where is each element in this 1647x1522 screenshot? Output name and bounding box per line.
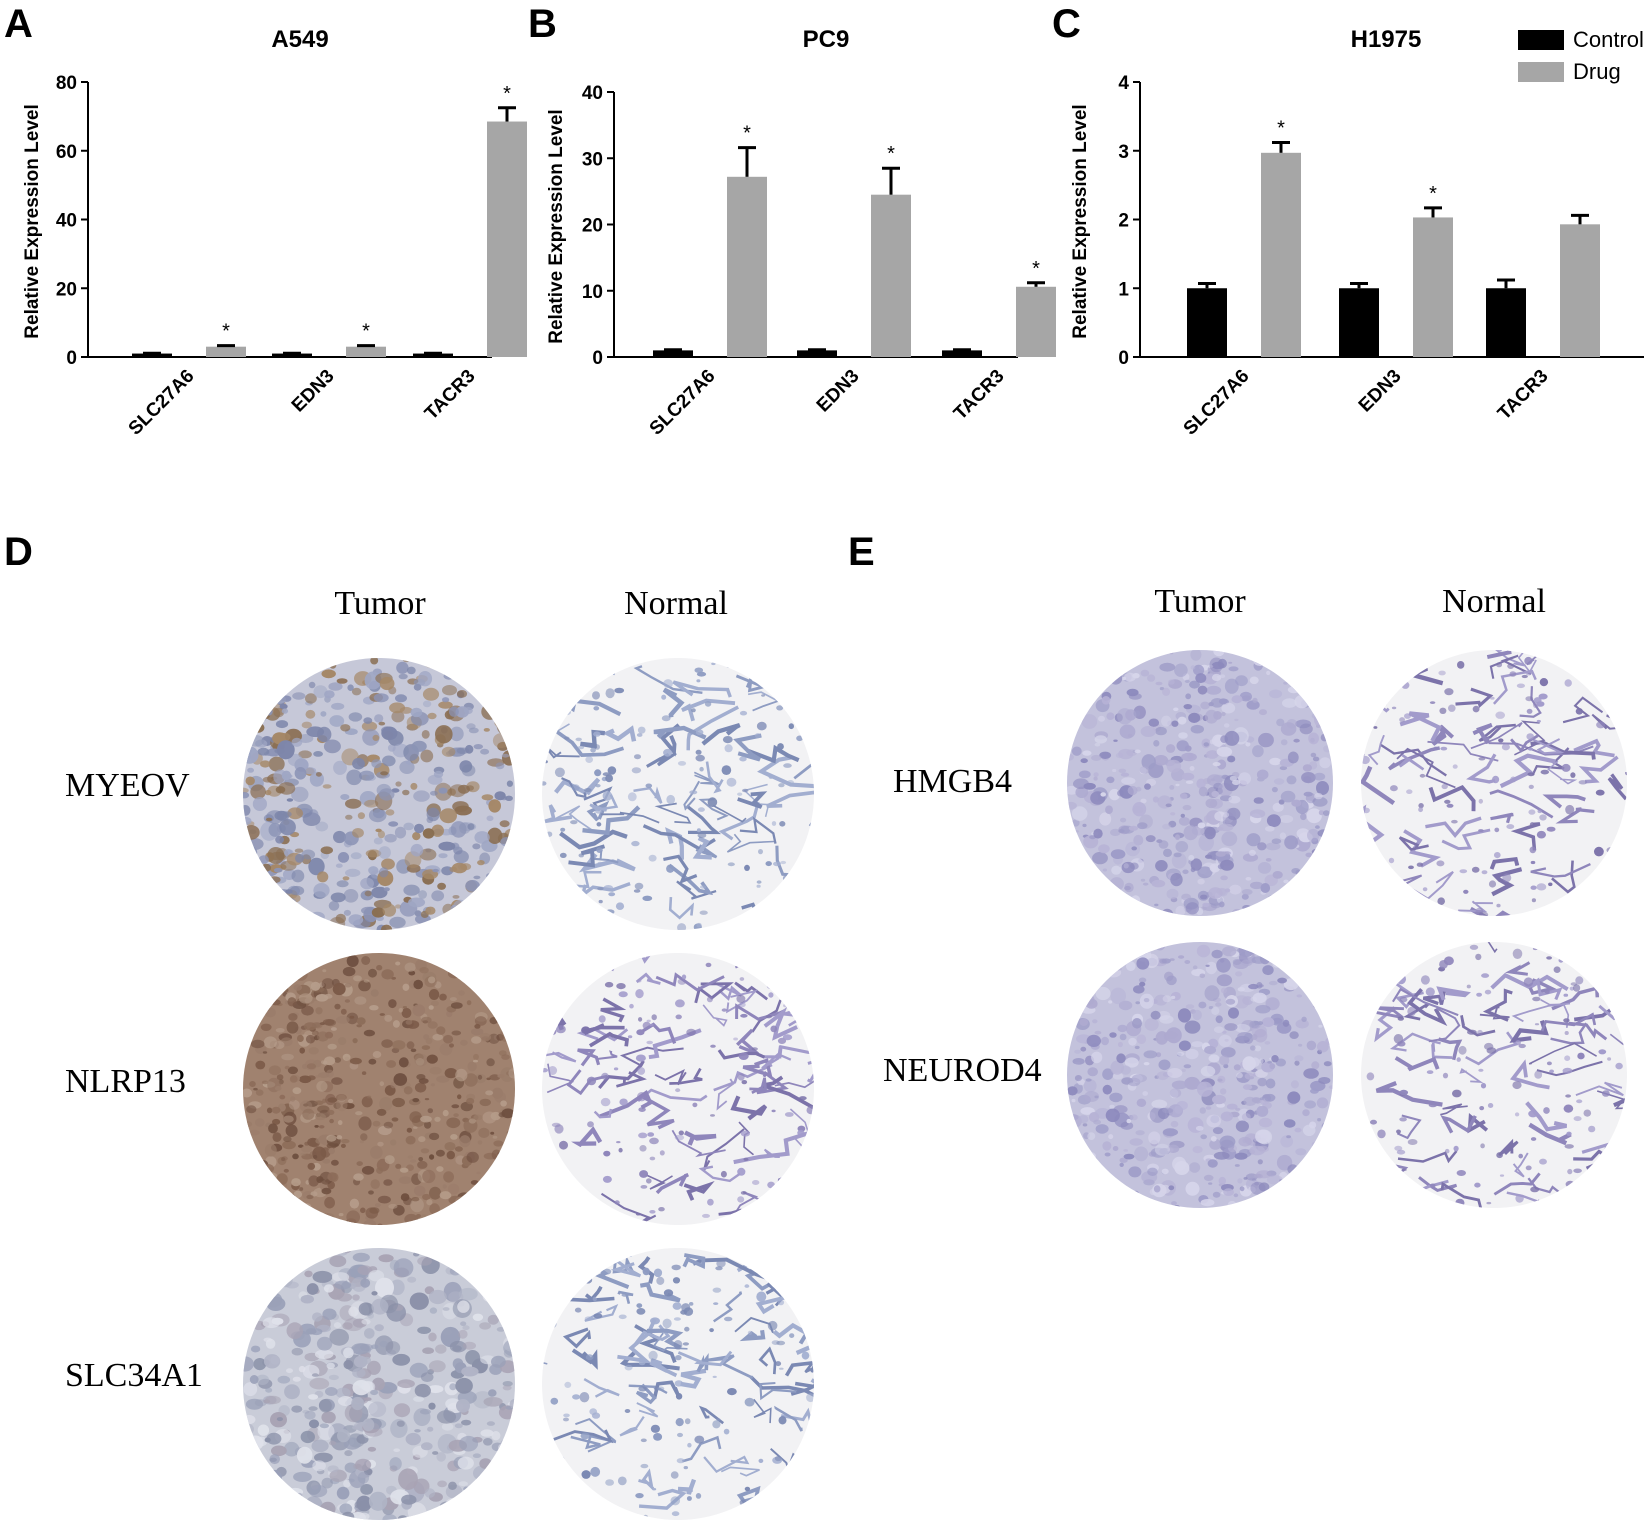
panel-letter-a: A	[4, 2, 33, 46]
chart-b-x-tick-label: TACR3	[950, 366, 1009, 425]
chart-b-significance-tacr3: *	[1032, 258, 1040, 280]
chart-c-title: H1975	[1351, 26, 1422, 53]
chart-a-bar-drug-edn3	[346, 346, 386, 357]
e-col-header-normal: Normal	[1442, 583, 1546, 620]
chart-b-bar-drug-edn3	[871, 194, 911, 357]
panel-letter-e: E	[848, 530, 875, 574]
chart-b-y-tick-label: 0	[592, 348, 603, 369]
chart-b-x-tick-label: SLC27A6	[646, 366, 720, 440]
chart-c-bar-control-edn3	[1339, 288, 1379, 357]
chart-a-title: A549	[271, 26, 328, 53]
tissue-texture	[1067, 942, 1333, 1208]
chart-b-y-tick-label: 10	[582, 282, 603, 303]
chart-c-x-tick-label: SLC27A6	[1180, 366, 1254, 440]
gene-label-nlrp13: NLRP13	[65, 1063, 186, 1100]
ihc-image-hmgb4-tumor	[1067, 650, 1333, 916]
tissue-texture	[243, 658, 515, 930]
chart-a-y-label: Relative Expression Level	[22, 104, 43, 338]
chart-c-bar-control-tacr3	[1486, 288, 1526, 357]
e-col-header-tumor: Tumor	[1154, 583, 1246, 620]
chart-b-y-label: Relative Expression Level	[546, 109, 567, 343]
chart-b-bar-control-slc27a6	[653, 350, 693, 357]
gene-label-neurod4: NEUROD4	[883, 1052, 1042, 1089]
chart-c-y-tick-label: 4	[1118, 73, 1129, 94]
chart-b-bar-drug-slc27a6	[727, 176, 767, 357]
gene-label-myeov: MYEOV	[65, 767, 190, 804]
chart-c-bar-drug-slc27a6	[1261, 152, 1301, 357]
chart-b-title: PC9	[803, 26, 850, 53]
chart-a-significance-tacr3: *	[503, 83, 511, 105]
legend-swatch-control	[1518, 30, 1564, 50]
tissue-texture	[243, 953, 515, 1225]
chart-a-bar-drug-slc27a6	[206, 346, 246, 357]
d-col-header-normal: Normal	[624, 585, 728, 622]
ihc-image-neurod4-tumor	[1067, 942, 1333, 1208]
chart-c-significance-edn3: *	[1429, 183, 1437, 205]
tissue-texture	[542, 1248, 814, 1520]
tissue-texture	[1361, 650, 1627, 916]
ihc-image-slc34a1-normal	[542, 1248, 814, 1520]
chart-b-significance-slc27a6: *	[743, 123, 751, 145]
chart-b-y-tick-label: 30	[582, 149, 603, 170]
chart-a-y-tick-label: 40	[56, 211, 77, 232]
chart-a-y-tick-label: 60	[56, 142, 77, 163]
gene-label-slc34a1: SLC34A1	[65, 1357, 203, 1394]
gene-label-hmgb4: HMGB4	[893, 763, 1013, 800]
tissue-texture	[243, 1248, 515, 1520]
legend-swatch-drug	[1518, 62, 1564, 82]
chart-c-y-label: Relative Expression Level	[1070, 104, 1091, 338]
chart-a-x-tick-label: EDN3	[288, 366, 339, 417]
legend-label-drug: Drug	[1573, 59, 1621, 84]
tissue-texture	[542, 658, 814, 930]
chart-c-y-tick-label: 2	[1118, 211, 1129, 232]
chart-c-bar-control-slc27a6	[1187, 288, 1227, 357]
chart-c-bar-drug-tacr3	[1560, 224, 1600, 357]
chart-c-bar-drug-edn3	[1413, 217, 1453, 357]
panel-letter-d: D	[4, 530, 33, 574]
chart-a-bar-control-tacr3	[413, 353, 453, 357]
chart-a-bar-control-slc27a6	[132, 353, 172, 357]
chart-a-y-tick-label: 0	[66, 348, 77, 369]
panel-letter-c: C	[1052, 2, 1081, 46]
chart-a-x-tick-label: SLC27A6	[125, 366, 199, 440]
tissue-texture	[1361, 942, 1627, 1208]
chart-b-bar-control-edn3	[797, 350, 837, 357]
chart-a-significance-edn3: *	[362, 321, 370, 343]
chart-b-bar-control-tacr3	[942, 350, 982, 357]
chart-a-y-tick-label: 20	[56, 279, 77, 300]
ihc-image-neurod4-normal	[1361, 942, 1627, 1208]
chart-b-y-tick-label: 20	[582, 216, 603, 237]
chart-a-significance-slc27a6: *	[222, 321, 230, 343]
chart-b-significance-edn3: *	[887, 143, 895, 165]
ihc-image-nlrp13-tumor	[243, 953, 515, 1225]
chart-c-significance-slc27a6: *	[1277, 118, 1285, 140]
chart-c-x-tick-label: EDN3	[1355, 366, 1406, 417]
tissue-texture	[1067, 650, 1333, 916]
ihc-image-nlrp13-normal	[542, 953, 814, 1225]
ihc-image-slc34a1-tumor	[243, 1248, 515, 1520]
ihc-image-myeov-tumor	[243, 658, 515, 930]
chart-a-bar-control-edn3	[272, 353, 312, 357]
chart-b-x-tick-label: EDN3	[813, 366, 864, 417]
ihc-image-myeov-normal	[542, 658, 814, 930]
chart-b-bar-drug-tacr3	[1016, 286, 1056, 357]
tissue-texture	[542, 953, 814, 1225]
chart-c-y-tick-label: 3	[1118, 142, 1129, 163]
chart-a-y-tick-label: 80	[56, 73, 77, 94]
chart-c-y-tick-label: 0	[1118, 348, 1129, 369]
legend-label-control: Control	[1573, 27, 1644, 52]
chart-a-bar-drug-tacr3	[487, 121, 527, 357]
panel-letter-b: B	[528, 2, 557, 46]
chart-c-x-tick-label: TACR3	[1494, 366, 1553, 425]
chart-b-y-tick-label: 40	[582, 83, 603, 104]
d-col-header-tumor: Tumor	[334, 585, 426, 622]
chart-c-y-tick-label: 1	[1118, 279, 1129, 300]
chart-a-x-tick-label: TACR3	[421, 366, 480, 425]
ihc-image-hmgb4-normal	[1361, 650, 1627, 916]
